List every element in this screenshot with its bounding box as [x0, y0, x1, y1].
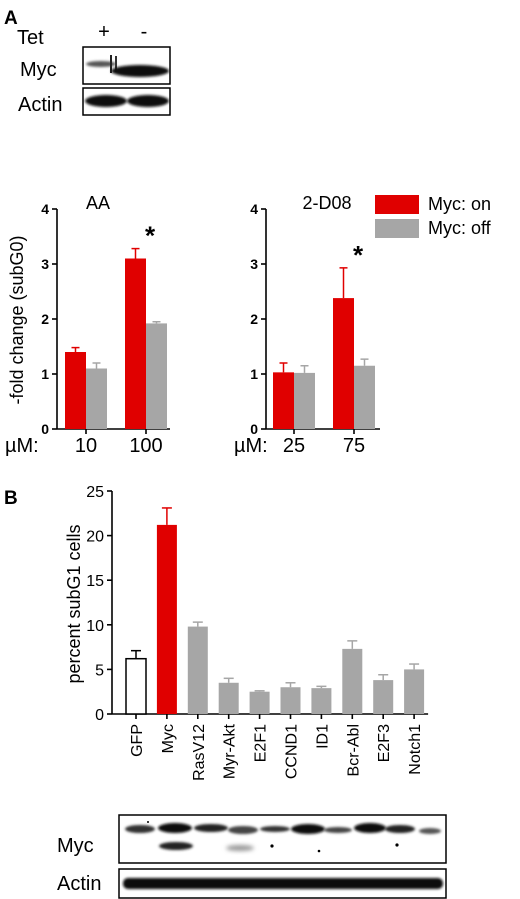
aa-bar-on-10	[65, 352, 86, 429]
subg1-bar-ID1	[311, 688, 332, 714]
aa-xtick-label-1: 100	[129, 435, 162, 457]
chart-2d08-xprefix: µM:	[234, 435, 268, 457]
blot-a-actin	[82, 87, 171, 116]
subg1-xtick-label-1: Myc	[160, 724, 177, 753]
subg1-bar-E2F1	[249, 691, 270, 714]
subg1-bar-Myr-Akt	[218, 682, 239, 714]
subg1-xtick-label-4: E2F1	[253, 724, 270, 762]
chart-aa-title: AA	[86, 193, 110, 213]
legend: Myc: on Myc: off	[375, 194, 492, 238]
blot-b-myc	[118, 814, 447, 864]
chart-aa-ylabel: -fold change (subG0)	[7, 235, 27, 404]
d08-bar-off-75	[354, 365, 375, 429]
subg1-ytick-label-4: 20	[86, 529, 104, 546]
chart-aa: AA -fold change (subG0) µM: 0 1 2 3 4 10 100 *	[5, 193, 170, 457]
subg1-xtick-label-8: E2F3	[376, 724, 393, 762]
aa-ytick-label-3: 3	[41, 256, 49, 272]
subg1-xtick-label-2: RasV12	[191, 724, 208, 781]
aa-ytick-label-1: 1	[41, 366, 49, 382]
legend-swatch-myc-off	[375, 219, 419, 238]
subg1-bar-CCND1	[280, 687, 301, 714]
subg1-xtick-label-7: Bcr-Abl	[345, 724, 362, 776]
subg1-xtick-label-6: ID1	[314, 724, 331, 749]
subg1-xtick-label-9: Notch1	[407, 724, 424, 775]
subg1-bar-Myc	[156, 524, 177, 714]
subg1-xtick-label-3: Myr-Akt	[222, 723, 239, 779]
panel-a-letter: A	[4, 8, 18, 29]
blot-b-myc-label: Myc	[57, 835, 94, 857]
subg1-xtick-label-5: CCND1	[284, 724, 301, 779]
d08-xtick-label-0: 25	[283, 435, 305, 457]
aa-ytick-label-4: 4	[41, 201, 49, 217]
chart-aa-xprefix: µM:	[5, 435, 39, 457]
subg1-bar-E2F3	[373, 680, 394, 714]
subg1-ytick-label-1: 5	[95, 662, 104, 679]
aa-bar-on-100	[125, 258, 146, 429]
d08-xtick-label-1: 75	[343, 435, 365, 457]
d08-ytick-label-4: 4	[250, 201, 258, 217]
d08-bar-on-75	[333, 298, 354, 429]
subg1-bar-Bcr-Abl	[342, 648, 363, 714]
legend-swatch-myc-on	[375, 195, 419, 214]
d08-ytick-label-3: 3	[250, 256, 258, 272]
tet-plus-label: +	[98, 21, 110, 43]
d08-ytick-label-0: 0	[250, 421, 258, 437]
aa-bar-off-100	[146, 323, 167, 429]
legend-label-myc-on: Myc: on	[428, 194, 491, 214]
tet-label: Tet	[17, 27, 44, 49]
chart-2d08-title: 2-D08	[302, 193, 351, 213]
subg1-bar-Notch1	[404, 669, 425, 714]
subg1-ytick-label-2: 10	[86, 618, 104, 635]
blot-b-actin-label: Actin	[57, 873, 101, 895]
blot-b-actin	[118, 868, 447, 899]
subg1-xtick-label-0: GFP	[129, 724, 146, 757]
subg1-bar-RasV12	[187, 626, 208, 714]
aa-bar-off-10	[86, 368, 107, 429]
aa-significance-star: *	[145, 221, 156, 251]
chart-2d08: 2-D08 µM: 0 1 2 3 4 25 75 *	[234, 193, 380, 457]
d08-ytick-label-1: 1	[250, 366, 258, 382]
chart-subg1: percent subG1 cells 0 5 10 15 20 25 GFP Myc RasV…	[64, 484, 429, 781]
subg1-ytick-label-3: 15	[86, 573, 104, 590]
aa-ytick-label-0: 0	[41, 421, 49, 437]
blot-a-myc	[82, 46, 171, 85]
subg1-ytick-label-0: 0	[95, 707, 104, 724]
d08-bar-on-25	[273, 372, 294, 429]
tet-minus-label: -	[141, 21, 148, 43]
d08-bar-off-25	[294, 372, 315, 429]
d08-significance-star: *	[353, 240, 364, 270]
aa-ytick-label-2: 2	[41, 311, 49, 327]
blot-a-myc-label: Myc	[20, 59, 57, 81]
panel-b-letter: B	[4, 488, 18, 509]
aa-xtick-label-0: 10	[75, 435, 97, 457]
legend-label-myc-off: Myc: off	[428, 218, 492, 238]
chart-subg1-ylabel: percent subG1 cells	[64, 524, 84, 683]
subg1-bar-GFP	[125, 657, 147, 715]
d08-ytick-label-2: 2	[250, 311, 258, 327]
subg1-ytick-label-5: 25	[86, 484, 104, 501]
blot-a-actin-label: Actin	[18, 94, 62, 116]
